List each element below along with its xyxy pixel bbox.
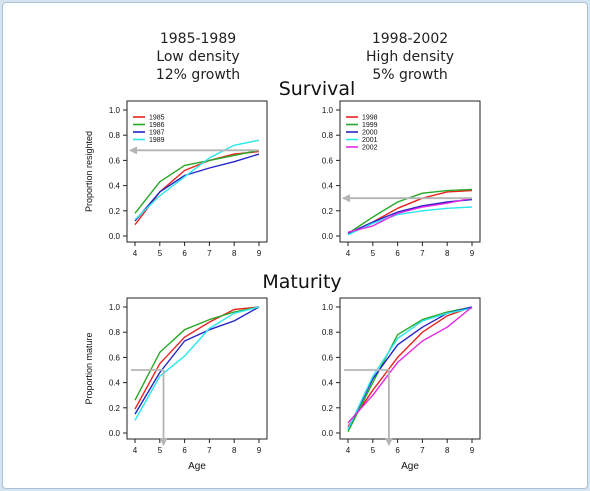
panel-maturity-left: 0.0 0.2 0.4 0.6 0.8 1.0 4 5 6 7 8 9 Proportion matur… [84, 297, 268, 472]
series-line-2000 [347, 198, 473, 235]
y-tick-label: 0.8 [322, 328, 334, 337]
y-tick-label: 0.0 [322, 232, 334, 241]
x-tick-label: 6 [395, 249, 400, 258]
y-axis-label: Proportion resighted [84, 131, 94, 212]
legend-label-1986: 1986 [149, 122, 165, 129]
panel-survival-right: 0.0 0.2 0.4 0.6 0.8 1.0 4 5 6 7 8 9 1998199920002001… [322, 100, 481, 258]
y-tick-label: 0.4 [109, 182, 121, 191]
header-left: 1985-1989 Low density 12% growth [118, 30, 278, 84]
header-left-years: 1985-1989 [159, 31, 237, 47]
x-tick-label: 4 [346, 249, 351, 258]
x-tick-label: 4 [133, 249, 138, 258]
plot-frame [339, 100, 481, 243]
x-axis-label: Age [401, 461, 419, 472]
plot-frame [339, 297, 481, 440]
series-line-2002 [347, 306, 473, 424]
x-tick-label: 5 [158, 249, 163, 258]
x-tick-label: 9 [257, 446, 262, 455]
x-tick-label: 5 [371, 446, 376, 455]
y-tick-label: 0.0 [109, 232, 121, 241]
x-tick-label: 8 [232, 249, 237, 258]
plot-frame [126, 297, 268, 440]
legend-label-1985: 1985 [149, 115, 165, 122]
legend-label-1987: 1987 [149, 130, 165, 137]
x-axis-label: Age [188, 461, 206, 472]
series-line-2001 [347, 206, 473, 236]
series-line-1987 [134, 153, 260, 222]
x-tick-label: 8 [232, 446, 237, 455]
panel-maturity-right: 0.0 0.2 0.4 0.6 0.8 1.0 4 5 6 7 8 9 Age [322, 297, 481, 472]
section-title-maturity: Maturity [262, 271, 342, 293]
series-line-1989 [134, 139, 260, 221]
y-tick-label: 0.2 [322, 404, 334, 413]
series-line-1986 [134, 149, 260, 214]
y-tick-label: 0.8 [109, 131, 121, 140]
x-tick-label: 9 [257, 249, 262, 258]
y-tick-label: 0.4 [109, 379, 121, 388]
header-left-growth: 12% growth [155, 67, 241, 83]
series-line-1986 [134, 306, 260, 401]
x-tick-label: 8 [445, 249, 450, 258]
x-tick-label: 7 [207, 249, 212, 258]
y-tick-label: 0.0 [322, 429, 334, 438]
y-tick-label: 0.6 [109, 156, 121, 165]
y-tick-label: 1.0 [109, 106, 121, 115]
header-right-years: 1998-2002 [371, 31, 449, 47]
y-tick-label: 0.6 [322, 353, 334, 362]
y-tick-label: 1.0 [322, 303, 334, 312]
panel-survival-left: 0.0 0.2 0.4 0.6 0.8 1.0 4 5 6 7 8 9 Proportion resig… [84, 100, 268, 258]
x-tick-label: 9 [470, 446, 475, 455]
series-line-1985 [134, 306, 260, 410]
x-tick-label: 7 [420, 446, 425, 455]
x-tick-label: 5 [158, 446, 163, 455]
y-tick-label: 1.0 [322, 106, 334, 115]
series-line-2001 [347, 307, 473, 430]
y-tick-label: 0.6 [109, 353, 121, 362]
legend-label-2000: 2000 [362, 130, 378, 137]
series-line-1989 [134, 306, 260, 421]
x-tick-label: 7 [420, 249, 425, 258]
y-tick-label: 0.4 [322, 379, 334, 388]
x-tick-label: 8 [445, 446, 450, 455]
series-line-2002 [347, 197, 473, 233]
header-right: 1998-2002 High density 5% growth [330, 30, 490, 84]
series-line-2000 [347, 306, 473, 430]
x-tick-label: 6 [182, 249, 187, 258]
x-tick-label: 4 [133, 446, 138, 455]
y-tick-label: 0.0 [109, 429, 121, 438]
legend-label-2001: 2001 [362, 137, 378, 144]
y-tick-label: 0.8 [322, 131, 334, 140]
header-right-density: High density [366, 49, 454, 65]
section-title-survival: Survival [278, 78, 356, 100]
series-line-1999 [347, 306, 473, 433]
series-line-1987 [134, 306, 260, 415]
y-tick-label: 0.4 [322, 182, 334, 191]
x-tick-label: 4 [346, 446, 351, 455]
y-tick-label: 0.2 [109, 404, 121, 413]
legend-label-1989: 1989 [149, 137, 165, 144]
legend-label-1999: 1999 [362, 122, 378, 129]
y-tick-label: 0.2 [109, 207, 121, 216]
x-tick-label: 5 [371, 249, 376, 258]
x-tick-label: 9 [470, 249, 475, 258]
header-right-growth: 5% growth [372, 67, 448, 83]
header-left-density: Low density [156, 49, 240, 65]
y-tick-label: 0.8 [109, 328, 121, 337]
x-tick-label: 7 [207, 446, 212, 455]
x-tick-label: 6 [182, 446, 187, 455]
y-tick-label: 0.2 [322, 207, 334, 216]
x-tick-label: 6 [395, 446, 400, 455]
series-line-1998 [347, 306, 473, 428]
y-axis-label: Proportion mature [84, 332, 94, 404]
legend-label-2002: 2002 [362, 145, 378, 152]
plot-frame [126, 100, 268, 243]
y-tick-label: 1.0 [109, 303, 121, 312]
y-tick-label: 0.6 [322, 156, 334, 165]
legend-label-1998: 1998 [362, 115, 378, 122]
